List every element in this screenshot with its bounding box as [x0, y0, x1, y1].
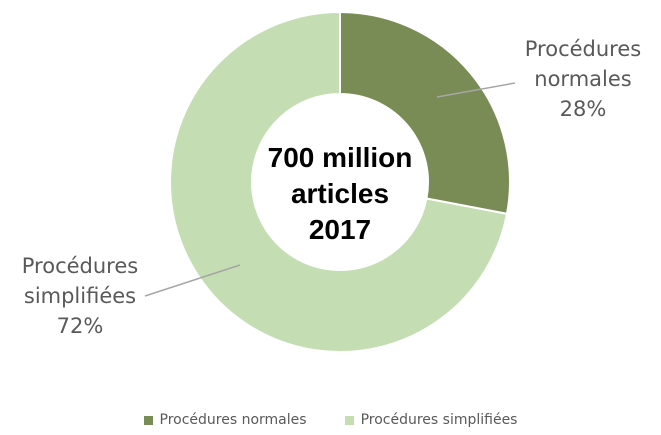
donut-slice-normales [339, 10, 511, 216]
center-text-line-2: articles [290, 178, 390, 209]
donut-center-label: 700 million articles 2017 [240, 140, 440, 248]
chart-legend: Procédures normales Procédures simplifié… [0, 412, 661, 428]
data-label-simplifiees: Procédures simplifiées 72% [10, 251, 150, 341]
leader-line-normales [436, 82, 516, 98]
data-label-normales-line-1: Procédures [524, 37, 642, 61]
data-label-simplifiees-percent: 72% [56, 314, 104, 338]
data-label-normales: Procédures normales 28% [518, 34, 648, 124]
center-text-line-1: 700 million [267, 142, 413, 173]
legend-label-simplifiees: Procédures simplifiées [360, 412, 518, 428]
data-label-normales-percent: 28% [559, 97, 607, 121]
legend-label-normales: Procédures normales [159, 412, 307, 428]
center-text-line-3: 2017 [308, 214, 372, 245]
data-label-normales-line-2: normales [534, 67, 632, 91]
donut-slice-simplifiees [169, 10, 509, 353]
legend-item-normales: Procédures normales [143, 412, 307, 428]
legend-item-simplifiees: Procédures simplifiées [344, 412, 518, 428]
legend-swatch-simplifiees [344, 415, 354, 425]
leader-line-simplifiees [144, 264, 241, 297]
legend-swatch-normales [143, 415, 153, 425]
data-label-simplifiees-line-2: simplifiées [23, 284, 137, 308]
data-label-simplifiees-line-1: Procédures [21, 254, 139, 278]
